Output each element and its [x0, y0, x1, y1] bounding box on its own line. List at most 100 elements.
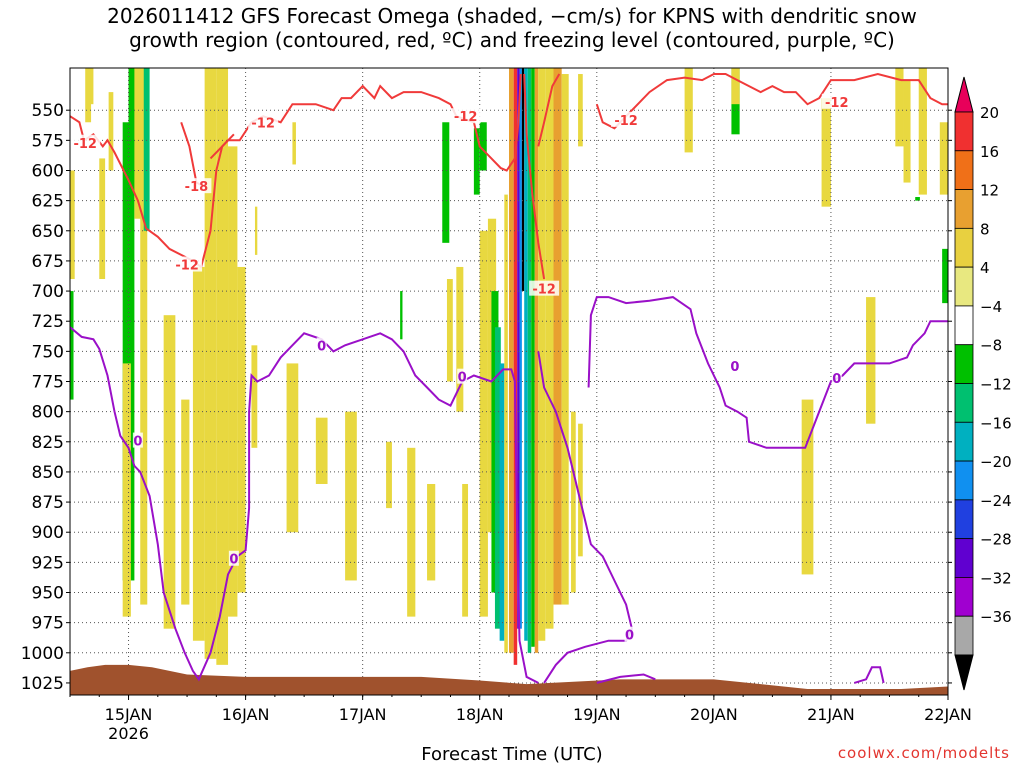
omega-cell [407, 447, 416, 617]
omega-cell [254, 206, 258, 255]
y-tick-label: 975 [32, 614, 64, 634]
title-line-2: growth region (contoured, red, ºC) and f… [129, 28, 895, 52]
x-tick-label: 16JAN [222, 705, 270, 724]
dgz-contour-line [595, 72, 948, 130]
omega-cell [578, 74, 583, 147]
omega-cell [345, 411, 357, 581]
omega-cell [561, 74, 569, 605]
credit-text: coolwx.com/modelts [837, 744, 1010, 762]
freezing-contour-label-bg [457, 368, 468, 384]
colorbar-label: −24 [980, 492, 1012, 510]
freezing-contour-line [596, 673, 656, 684]
x-tick-label: 21JAN [807, 705, 855, 724]
omega-cell [509, 68, 514, 653]
y-tick-label: 675 [32, 252, 64, 272]
dgz-contour-label-bg [611, 111, 642, 127]
colorbar-segment [954, 383, 974, 423]
x-tick-label: 19JAN [573, 705, 621, 724]
dgz-contour-label: -12 [825, 96, 849, 111]
y-tick-label: 1025 [21, 674, 64, 694]
x-tick-label: 18JAN [456, 705, 504, 724]
colorbar-label: −8 [980, 337, 1002, 355]
title-line-1: 2026011412 GFS Forecast Omega (shaded, −… [107, 4, 917, 28]
y-tick-label: 650 [32, 222, 64, 242]
colorbar-label: −20 [980, 453, 1012, 471]
dgz-contour-label: -18 [185, 180, 209, 195]
y-tick-label: 950 [32, 584, 64, 604]
colorbar: 20 16 12 8 4 −4 −8 −12 −16 −20 −24 −28 −32 −36 [954, 76, 1012, 691]
dgz-contour-label-bg [248, 114, 279, 130]
omega-cell [553, 68, 562, 605]
dgz-contour-label-bg [181, 178, 212, 194]
omega-cell [216, 68, 229, 665]
omega-cell [163, 315, 176, 629]
colorbar-label: −12 [980, 376, 1012, 394]
colorbar-segment [954, 150, 974, 190]
freezing-contour-label: 0 [730, 360, 739, 375]
omega-cell [918, 68, 927, 195]
omega-cell [519, 68, 522, 629]
colorbar-segment [954, 615, 974, 656]
omega-cell [315, 417, 328, 484]
colorbar-segment [954, 266, 974, 307]
omega-cell [684, 68, 693, 153]
omega-shading [70, 68, 948, 665]
omega-cell [524, 68, 528, 641]
omega-cell [134, 68, 144, 219]
omega-cell [89, 68, 94, 105]
omega-cell [204, 68, 217, 659]
y-tick-label: 925 [32, 553, 64, 573]
colorbar-segment [954, 227, 974, 268]
x-tick-label: 15JAN [105, 705, 153, 724]
omega-cell [534, 68, 539, 653]
omega-cell [473, 128, 480, 195]
omega-cell [578, 423, 583, 557]
colorbar-segment [954, 577, 974, 617]
dgz-contour-label: -12 [175, 259, 199, 274]
colorbar-segment [954, 189, 974, 229]
omega-cell [228, 146, 238, 617]
omega-cell [895, 68, 904, 147]
omega-cell [143, 68, 150, 231]
axes: 550 575 600 625 650 675 700 725 750 775 800 825 850 8… [21, 67, 972, 743]
omega-cell [237, 266, 246, 593]
colorbar-label: −32 [980, 569, 1012, 587]
colorbar-bottom-triangle [954, 654, 974, 691]
dgz-contour-line [180, 121, 202, 186]
y-tick-label: 850 [32, 463, 64, 483]
omega-cell [286, 363, 299, 533]
omega-cell [504, 194, 508, 653]
dgz-contour-label-bg [70, 134, 101, 150]
omega-cell [251, 345, 258, 448]
freezing-contour-line [854, 666, 885, 684]
colorbar-segment [954, 421, 974, 462]
omega-cell [456, 266, 464, 412]
y-tick-label: 550 [32, 101, 64, 121]
omega-cell [442, 122, 450, 243]
omega-cell [122, 363, 131, 617]
y-tick-label: 600 [32, 161, 64, 181]
freezing-contour-label-bg [132, 432, 143, 448]
omega-cell [521, 68, 525, 292]
dgz-contour-label-bg [821, 93, 852, 109]
omega-cell [70, 291, 74, 400]
freezing-contour-label: 0 [625, 629, 634, 644]
freezing-contour-label-bg [831, 369, 842, 385]
omega-cell [731, 68, 740, 105]
omega-cell [801, 399, 814, 575]
y-tick-label: 775 [32, 373, 64, 393]
omega-cell [538, 68, 546, 641]
y-tick-label: 1000 [21, 644, 64, 664]
dgz-contour-label: -12 [251, 116, 275, 131]
colorbar-segment [954, 460, 974, 501]
freezing-contour-line [537, 351, 633, 684]
omega-cell [122, 122, 135, 581]
y-tick-label: 625 [32, 192, 64, 212]
x-axis-title: Forecast Time (UTC) [421, 744, 603, 765]
omega-cell [903, 80, 911, 183]
omega-cell [494, 327, 501, 629]
y-tick-label: 725 [32, 312, 64, 332]
dgz-contour-label-bg [172, 256, 203, 272]
freezing-contour-label: 0 [133, 435, 142, 450]
colorbar-label: −28 [980, 531, 1012, 549]
